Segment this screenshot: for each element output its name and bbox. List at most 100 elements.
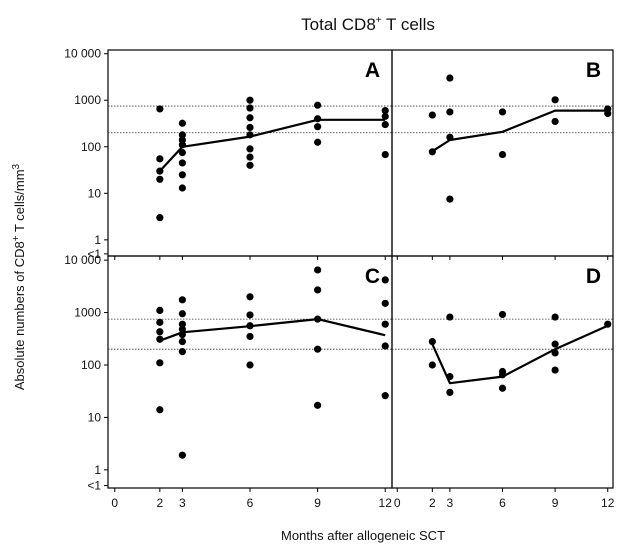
data-point bbox=[156, 306, 164, 314]
data-point bbox=[381, 342, 389, 350]
x-tick-label: 2 bbox=[156, 496, 163, 510]
data-point bbox=[246, 332, 254, 341]
ylabel-text: Absolute numbers of CD8 bbox=[12, 241, 27, 390]
data-point bbox=[314, 123, 322, 131]
x-tick-label: 6 bbox=[247, 496, 254, 510]
data-point bbox=[314, 286, 322, 294]
y-axis-label: Absolute numbers of CD8+ T cells/mm3 bbox=[11, 163, 27, 390]
data-point bbox=[381, 299, 389, 307]
data-point bbox=[381, 392, 389, 400]
data-point bbox=[381, 320, 389, 328]
y-tick-label: 10 000 bbox=[64, 253, 101, 267]
data-point bbox=[178, 148, 186, 157]
title-suffix: T cells bbox=[382, 15, 435, 34]
panel-label: C bbox=[365, 265, 380, 288]
x-tick-label: 2 bbox=[429, 496, 436, 510]
y-tick-label: <1 bbox=[87, 479, 101, 493]
y-tick-label: 1 bbox=[94, 463, 101, 477]
data-point bbox=[156, 175, 164, 183]
x-tick-label: 9 bbox=[314, 496, 321, 510]
data-point bbox=[446, 133, 454, 141]
y-tick-label: 100 bbox=[81, 358, 101, 372]
median-line bbox=[159, 318, 386, 342]
panel-label: D bbox=[586, 265, 601, 288]
data-point bbox=[428, 148, 436, 156]
data-point bbox=[446, 313, 454, 321]
data-point bbox=[178, 296, 186, 304]
data-point bbox=[314, 315, 322, 323]
median-line bbox=[158, 118, 386, 172]
data-point bbox=[178, 348, 186, 356]
y-tick-label: 10 bbox=[88, 410, 102, 424]
data-point bbox=[381, 276, 389, 284]
data-point bbox=[156, 318, 164, 326]
data-point bbox=[178, 330, 186, 339]
data-point bbox=[246, 311, 254, 319]
panel-label: A bbox=[365, 59, 380, 82]
data-point bbox=[246, 293, 254, 301]
panel-frame bbox=[107, 255, 393, 489]
ylabel-suffix: T cells/mm bbox=[12, 169, 27, 235]
panel-frame bbox=[107, 49, 393, 257]
data-point bbox=[178, 141, 186, 149]
median-line bbox=[431, 324, 609, 385]
panel-a: <11 10 100 1000 10 000 A bbox=[64, 47, 393, 261]
data-point bbox=[314, 345, 322, 353]
data-point bbox=[178, 310, 186, 318]
title-superscript: + bbox=[376, 15, 382, 26]
data-point bbox=[246, 131, 254, 139]
data-point bbox=[246, 96, 254, 104]
data-point bbox=[428, 337, 436, 346]
x-tick-label: 12 bbox=[601, 496, 615, 510]
data-point bbox=[498, 371, 507, 379]
data-point bbox=[178, 451, 186, 459]
data-point bbox=[498, 310, 507, 319]
ylabel-power: 3 bbox=[11, 163, 22, 169]
data-point bbox=[551, 340, 559, 348]
chart-title: Total CD8+ T cells bbox=[301, 15, 435, 34]
data-point bbox=[156, 105, 164, 113]
data-point bbox=[604, 109, 612, 118]
data-point bbox=[314, 266, 322, 274]
data-point bbox=[246, 161, 254, 169]
data-point bbox=[381, 112, 389, 120]
ylabel-superscript: + bbox=[11, 235, 22, 241]
data-point bbox=[178, 159, 186, 167]
data-point bbox=[246, 322, 254, 330]
panel-d: 0 2 3 6 9 12 D bbox=[391, 255, 615, 510]
data-point bbox=[156, 155, 164, 163]
data-point bbox=[156, 359, 164, 367]
y-tick-label: 10 bbox=[88, 186, 102, 200]
x-tick-label: 0 bbox=[111, 496, 118, 510]
panel-b: B bbox=[391, 49, 614, 260]
data-point bbox=[156, 328, 164, 336]
data-point bbox=[156, 335, 164, 343]
data-point bbox=[314, 138, 322, 146]
data-point bbox=[381, 150, 389, 159]
data-point bbox=[381, 120, 389, 129]
data-point bbox=[156, 214, 164, 222]
y-tick-label: <1 bbox=[87, 247, 101, 261]
x-tick-label: 9 bbox=[552, 496, 559, 510]
title-text: Total CD8 bbox=[301, 15, 376, 34]
data-point bbox=[178, 325, 186, 333]
data-point bbox=[246, 145, 254, 153]
data-point bbox=[446, 373, 454, 381]
data-point bbox=[551, 366, 559, 374]
data-point bbox=[381, 106, 389, 115]
data-point bbox=[428, 361, 436, 369]
y-tick-label: 10 000 bbox=[64, 47, 101, 61]
y-tick-label: 100 bbox=[81, 140, 101, 154]
x-axis-label: Months after allogeneic SCT bbox=[281, 528, 445, 543]
data-point bbox=[551, 117, 559, 126]
data-point bbox=[246, 123, 254, 132]
data-point bbox=[178, 171, 186, 179]
data-point bbox=[246, 153, 254, 161]
data-point bbox=[246, 104, 254, 112]
x-tick-label: 3 bbox=[447, 496, 454, 510]
data-point bbox=[246, 114, 254, 122]
data-point bbox=[314, 101, 322, 109]
data-point bbox=[604, 320, 612, 328]
data-point bbox=[446, 108, 454, 116]
data-point bbox=[428, 111, 436, 119]
